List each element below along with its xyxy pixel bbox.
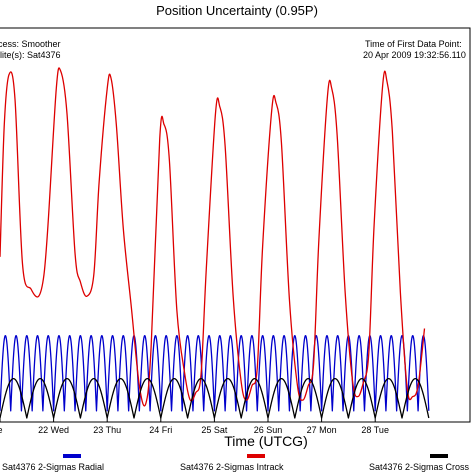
legend-swatch-intrack — [247, 454, 265, 458]
legend-swatch-radial — [63, 454, 81, 458]
x-tick-label: 27 Mon — [307, 425, 337, 435]
x-tick-label: 22 Wed — [38, 425, 69, 435]
series-line-radial — [0, 335, 430, 412]
annotation-process: cess: Smoother — [0, 39, 61, 49]
x-tick-label: 28 Tue — [361, 425, 389, 435]
x-tick-label: 25 Sat — [201, 425, 228, 435]
legend-label-intrack: Sat4376 2-Sigmas Intrack — [180, 462, 284, 472]
x-axis: e 22 Wed 23 Thu 24 Fri 25 Sat 26 Sun 27 Mon 28 … — [0, 417, 389, 435]
x-tick-label: 23 Thu — [93, 425, 121, 435]
annotation-satellite: llite(s): Sat4376 — [0, 50, 61, 60]
x-axis-label: Time (UTCG) — [224, 433, 307, 449]
annotation-first-point-label: Time of First Data Point: — [365, 39, 462, 49]
x-tick-label: 26 Sun — [254, 425, 283, 435]
series-line-intrack — [0, 67, 426, 407]
chart-title: Position Uncertainty (0.95P) — [156, 3, 318, 18]
x-tick-label: 24 Fri — [149, 425, 172, 435]
legend-label-radial: Sat4376 2-Sigmas Radial — [2, 462, 104, 472]
legend-swatch-cross — [430, 454, 448, 458]
annotation-first-point-time: 20 Apr 2009 19:32:56.110 — [363, 50, 466, 60]
plot-frame — [0, 27, 471, 423]
x-tick-label: e — [0, 425, 3, 435]
legend-label-cross: Sat4376 2-Sigmas Cross — [369, 462, 470, 472]
legend: Sat4376 2-Sigmas Radial Sat4376 2-Sigmas … — [2, 454, 470, 472]
